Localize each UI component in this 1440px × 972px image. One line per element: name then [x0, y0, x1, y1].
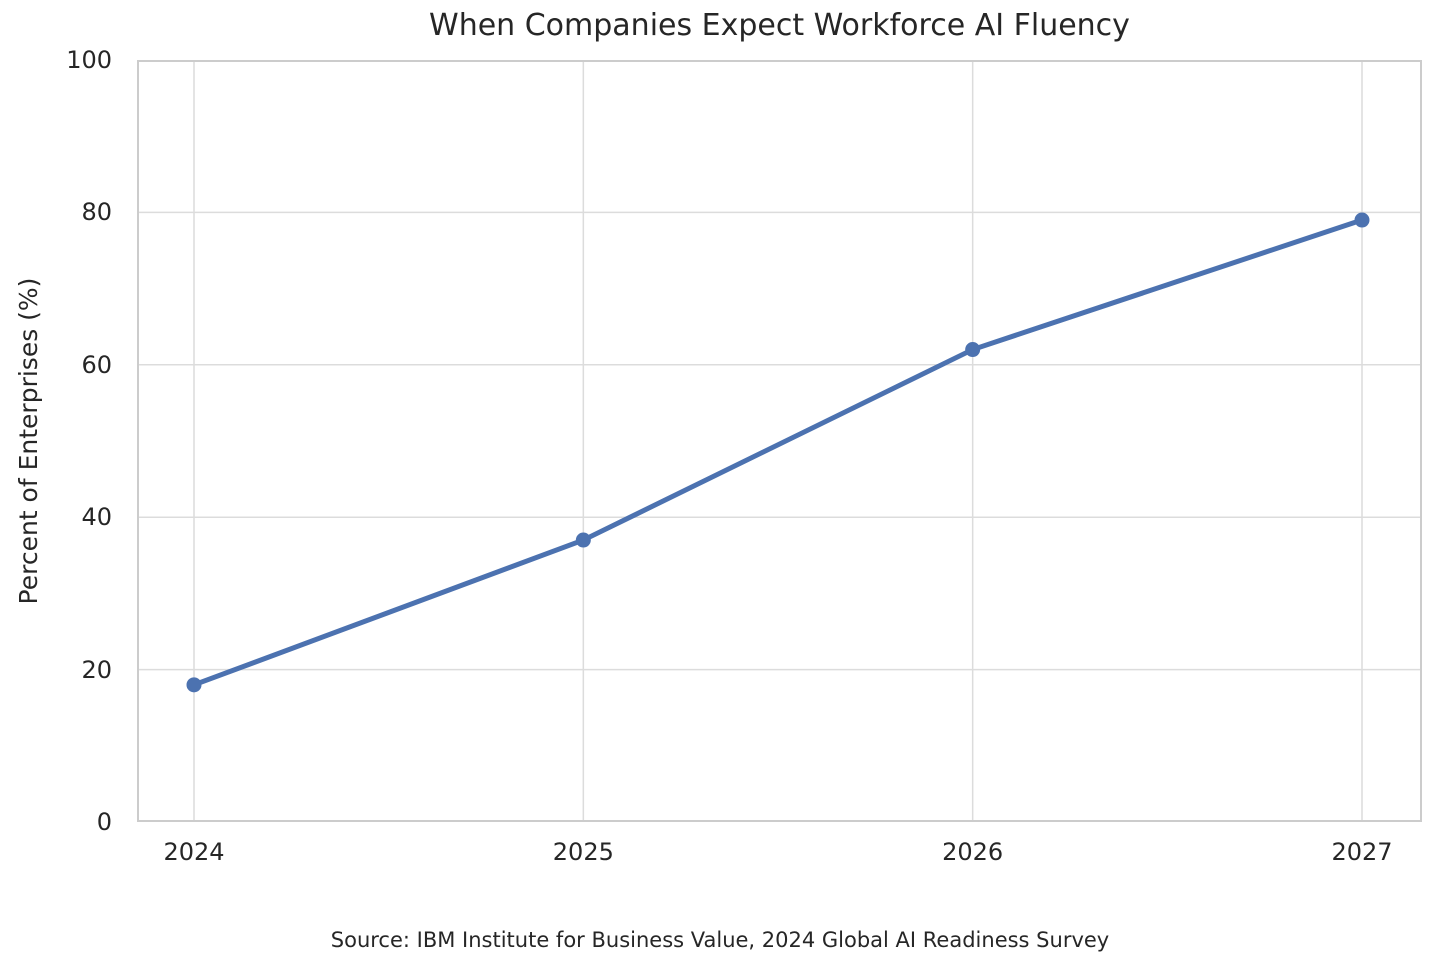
x-tick-label: 2026	[942, 838, 1004, 866]
data-point-marker	[1354, 212, 1370, 228]
y-tick-label: 20	[81, 655, 112, 684]
data-point-marker	[575, 532, 591, 548]
data-point-marker	[186, 677, 202, 693]
line-chart-plot-area	[137, 60, 1422, 822]
y-tick-label: 100	[66, 46, 112, 74]
y-tick-label: 0	[96, 808, 112, 836]
source-note: Source: IBM Institute for Business Value…	[330, 928, 1110, 952]
y-axis-label-text: Percent of Enterprises (%)	[14, 277, 43, 605]
data-line	[191, 217, 1365, 688]
y-tick-label: 80	[81, 198, 112, 227]
x-tick-label: 2027	[1331, 838, 1393, 866]
y-tick-label: 40	[81, 503, 112, 532]
x-tick-label: 2025	[552, 838, 614, 866]
chart-title: When Companies Expect Workforce AI Fluen…	[429, 8, 1130, 43]
y-tick-label: 60	[81, 350, 112, 379]
data-point-marker	[965, 342, 981, 358]
x-tick-label: 2024	[163, 838, 225, 866]
plot-border	[137, 60, 1422, 822]
